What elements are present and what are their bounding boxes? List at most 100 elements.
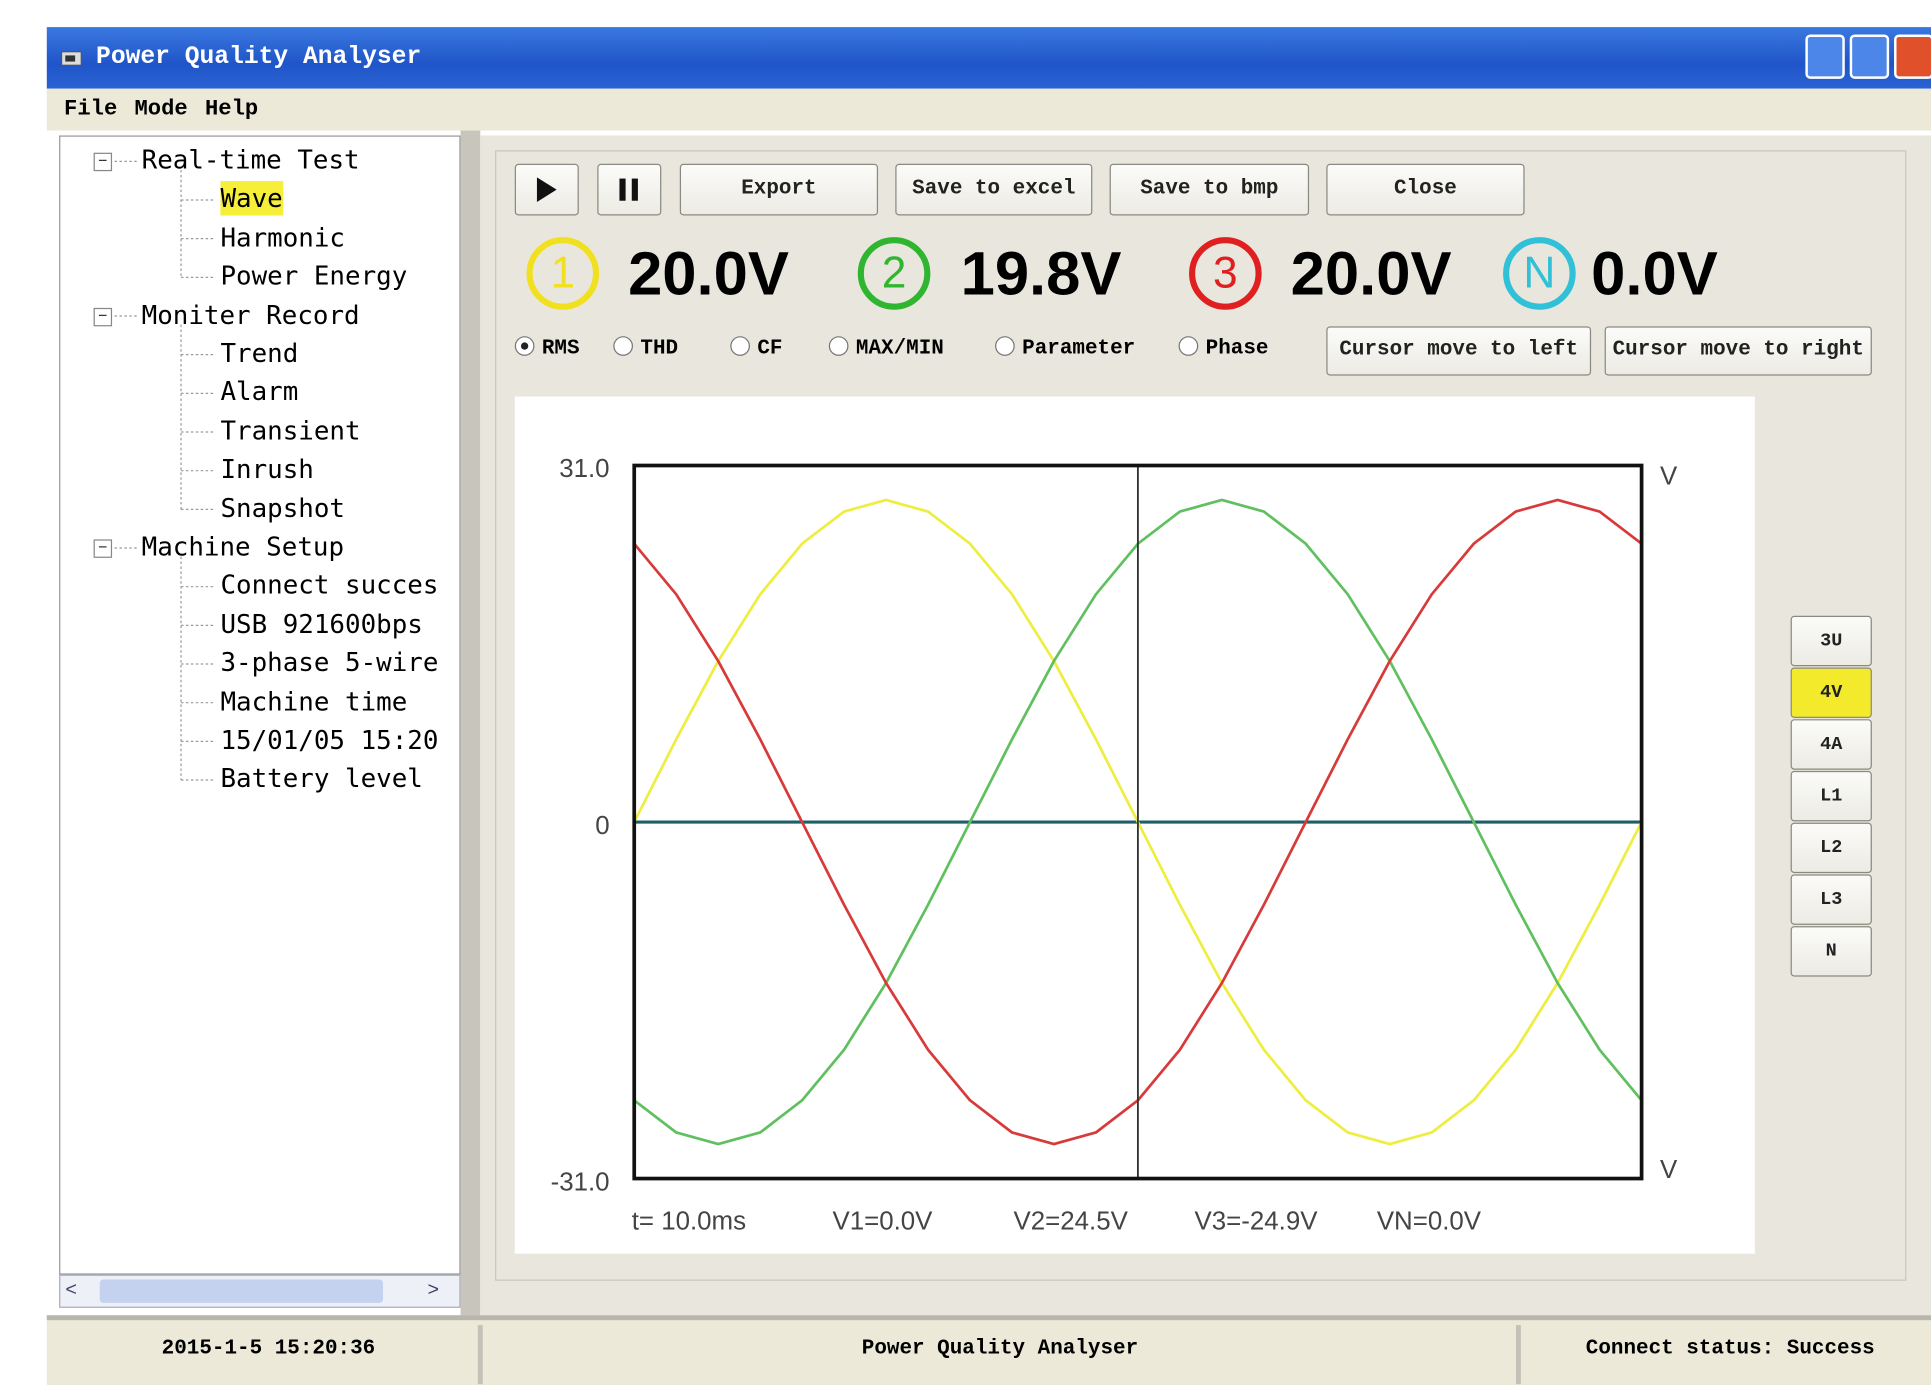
y-tick-label: 31.0 (559, 455, 609, 483)
status-divider (477, 1325, 483, 1385)
channel-select-button[interactable]: 4A (1790, 719, 1872, 770)
scroll-thumb[interactable] (99, 1279, 383, 1303)
toolbar-button[interactable]: Save to bmp (1109, 163, 1310, 216)
channel-value: 20.0V (628, 238, 789, 308)
cursor-readout: V2=24.5V (1014, 1208, 1129, 1236)
radio-option[interactable]: CF (730, 336, 783, 363)
play-icon (536, 177, 557, 202)
toolbar-button[interactable]: Save to excel (895, 163, 1093, 216)
menu-bar: File Mode Help (46, 88, 1931, 131)
tree-group[interactable]: Moniter Record (141, 299, 360, 330)
channel-select-button[interactable]: L1 (1790, 770, 1872, 822)
radio-label: RMS (541, 337, 580, 361)
radio-option[interactable]: THD (613, 336, 678, 363)
y-tick-label: 0 (595, 812, 609, 840)
channel-select-button[interactable]: L3 (1790, 874, 1872, 925)
toolbar-button[interactable]: Close (1326, 163, 1525, 216)
channel-select-button[interactable]: 4V (1790, 667, 1872, 718)
cursor-readout: t= 10.0ms (632, 1208, 746, 1236)
tree-item[interactable]: Connect succes (220, 570, 439, 601)
channel-label: 3 (1213, 249, 1238, 298)
scrollbar[interactable]: < > (59, 1274, 461, 1308)
pause-button[interactable] (597, 163, 662, 216)
close-window-button[interactable] (1894, 34, 1931, 79)
y-tick-label: -31.0 (551, 1168, 610, 1196)
expand-box[interactable]: − (93, 153, 113, 172)
group-box (495, 150, 1907, 1281)
channel-select-button[interactable]: N (1790, 926, 1872, 977)
channel-select-button[interactable]: L2 (1790, 822, 1872, 874)
tree-group[interactable]: Machine Setup (141, 532, 345, 562)
tree-item[interactable]: 3-phase 5-wire (220, 647, 439, 678)
radio-label: CF (757, 337, 783, 361)
radio-dot[interactable] (1178, 336, 1199, 356)
tree-item[interactable]: Harmonic (220, 222, 346, 253)
tree-item[interactable]: Inrush (220, 454, 314, 485)
channel-ring (526, 237, 600, 310)
channel-label: 1 (550, 249, 575, 298)
radio-dot[interactable] (828, 336, 849, 356)
window-title: Power Quality Analyser (96, 43, 422, 72)
tree-item[interactable]: 15/01/05 15:20 (220, 725, 439, 755)
radio-option[interactable]: MAX/MIN (828, 336, 944, 363)
cursor-readout: VN=0.0V (1377, 1208, 1482, 1236)
radio-dot[interactable] (730, 336, 750, 356)
title-bar: Power Quality Analyser (46, 27, 1931, 89)
expand-box[interactable]: − (93, 539, 113, 558)
tree-item[interactable]: Snapshot (220, 493, 346, 523)
radio-option[interactable]: Phase (1178, 336, 1268, 363)
status-divider (1515, 1325, 1521, 1385)
channel-ring (1503, 237, 1576, 310)
scroll-left[interactable]: < (65, 1279, 78, 1302)
play-button[interactable] (514, 163, 579, 216)
maximize-button[interactable] (1849, 34, 1890, 79)
channel-select-button[interactable]: 3U (1790, 615, 1872, 667)
tree-item[interactable]: Power Energy (220, 261, 408, 291)
channel-value: 19.8V (960, 238, 1122, 308)
status-time: 2015-1-5 15:20:36 (161, 1337, 376, 1361)
cursor-readout: V3=-24.9V (1195, 1208, 1319, 1236)
radio-option[interactable]: RMS (514, 336, 580, 363)
pause-icon (619, 178, 638, 201)
channel-value: 0.0V (1591, 238, 1718, 308)
splitter (460, 130, 481, 1319)
tree-item[interactable]: Trend (220, 338, 299, 369)
radio-dot[interactable] (995, 336, 1015, 356)
status-app: Power Quality Analyser (861, 1337, 1139, 1361)
tree-item[interactable]: USB 921600bps (220, 609, 423, 639)
tree-item[interactable]: Machine time (220, 686, 408, 717)
minimize-button[interactable] (1805, 34, 1845, 79)
cursor-right-button[interactable]: Cursor move to right (1604, 326, 1872, 376)
channel-badge: 3 (1189, 237, 1262, 310)
menu-item[interactable]: Help (204, 97, 259, 122)
status-bar: 2015-1-5 15:20:36 Power Quality Analyser… (46, 1315, 1931, 1385)
radio-label: THD (640, 337, 679, 361)
waveform-chart: 31.0 0 -31.0 V Vt= 10.0ms V1=0.0V V2=24.5V V3=-… (514, 396, 1755, 1254)
tree-item[interactable]: Alarm (220, 377, 299, 407)
y-unit: V (1660, 463, 1678, 491)
tree-item[interactable]: Wave (220, 181, 283, 216)
channel-label: N (1523, 249, 1555, 298)
tree-group[interactable]: Real-time Test (141, 145, 360, 175)
app-icon (60, 51, 82, 66)
tree-item[interactable]: Transient (220, 415, 361, 446)
menu-item[interactable]: Mode (134, 97, 188, 122)
toolbar-button[interactable]: Export (679, 163, 879, 216)
scroll-right[interactable]: > (427, 1279, 440, 1302)
channel-value: 20.0V (1290, 238, 1452, 308)
y-unit: V (1660, 1156, 1678, 1184)
menu-item[interactable]: File (64, 97, 118, 122)
channel-badge: 2 (857, 237, 931, 310)
channel-ring (857, 237, 931, 310)
radio-dot[interactable] (514, 336, 535, 356)
channel-badge: N (1503, 237, 1576, 310)
cursor-left-button[interactable]: Cursor move to left (1326, 326, 1592, 376)
radio-dot[interactable] (613, 336, 633, 356)
radio-label: Parameter (1022, 337, 1136, 361)
plot-frame (632, 463, 1644, 1181)
expand-box[interactable]: − (93, 307, 113, 326)
channel-badge: 1 (526, 237, 600, 310)
tree-item[interactable]: Battery level (220, 764, 423, 794)
radio-option[interactable]: Parameter (995, 336, 1135, 363)
